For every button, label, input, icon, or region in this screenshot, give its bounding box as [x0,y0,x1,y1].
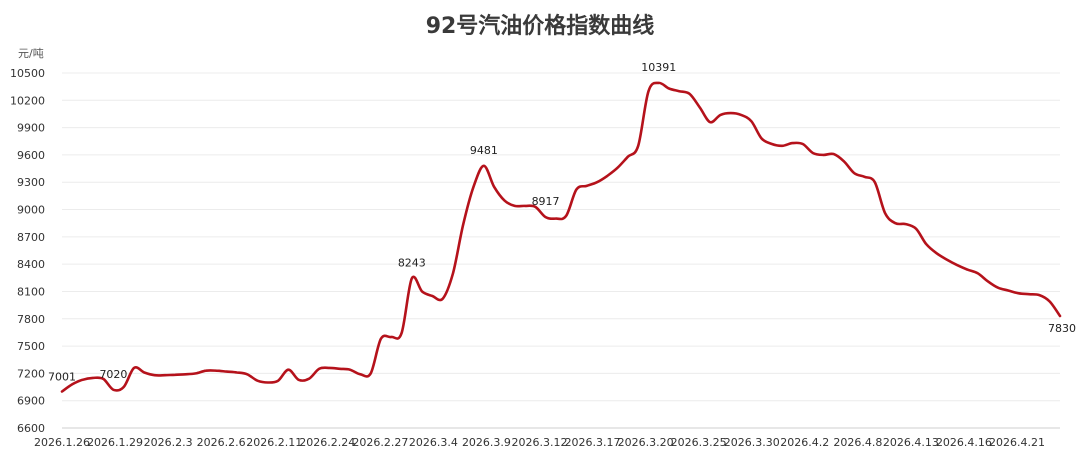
y-tick-label: 10500 [10,67,45,80]
x-tick-label: 2026.2.3 [144,436,193,449]
x-tick-label: 2026.2.6 [197,436,246,449]
data-labels: 7001 7020 8243 9481 8917 10391 7830 [48,61,1076,384]
x-tick-label: 2026.2.27 [352,436,408,449]
data-label: 8917 [532,195,560,208]
y-tick-label: 8100 [17,285,45,298]
x-tick-label: 2026.2.24 [299,436,355,449]
data-label: 10391 [641,61,676,74]
y-tick-label: 9900 [17,122,45,135]
x-tick-label: 2026.4.21 [989,436,1045,449]
y-tick-label: 7500 [17,340,45,353]
y-tick-label: 9300 [17,176,45,189]
x-tick-label: 2026.3.20 [618,436,674,449]
grid-layer [62,72,1060,429]
y-tick-label: 7200 [17,367,45,380]
x-tick-label: 2026.3.4 [409,436,458,449]
x-tick-label: 2026.3.12 [512,436,568,449]
data-label: 8243 [398,256,426,269]
y-tick-label: 6900 [17,395,45,408]
price-index-line [60,81,1062,393]
x-tick-label: 2026.3.17 [565,436,621,449]
x-tick-label: 2026.2.11 [246,436,302,449]
x-tick-label: 2026.1.29 [87,436,143,449]
y-axis-unit-label: 元/吨 [18,47,44,60]
x-tick-label: 2026.1.26 [34,436,90,449]
chart-title: 92号汽油价格指数曲线 [425,14,655,39]
y-tick-label: 10200 [10,94,45,107]
data-label: 7020 [99,368,127,381]
x-tick-label: 2026.3.25 [671,436,727,449]
y-tick-label: 7800 [17,313,45,326]
data-label: 9481 [470,144,498,157]
x-tick-label: 2026.3.30 [724,436,780,449]
y-tick-label: 9000 [17,204,45,217]
series-layer [60,81,1062,393]
x-tick-label: 2026.4.8 [833,436,882,449]
y-axis-ticks: 6600 6900 7200 7500 7800 8100 8400 8700 9000 9300… [10,67,45,435]
data-label: 7830 [1048,322,1076,335]
x-tick-label: 2026.4.13 [883,436,939,449]
y-tick-label: 9600 [17,149,45,162]
y-tick-label: 8400 [17,258,45,271]
x-tick-label: 2026.4.16 [936,436,992,449]
x-tick-label: 2026.4.2 [780,436,829,449]
x-tick-label: 2026.3.9 [462,436,511,449]
data-label: 7001 [48,370,76,383]
y-tick-label: 8700 [17,231,45,244]
y-tick-label: 6600 [17,422,45,435]
